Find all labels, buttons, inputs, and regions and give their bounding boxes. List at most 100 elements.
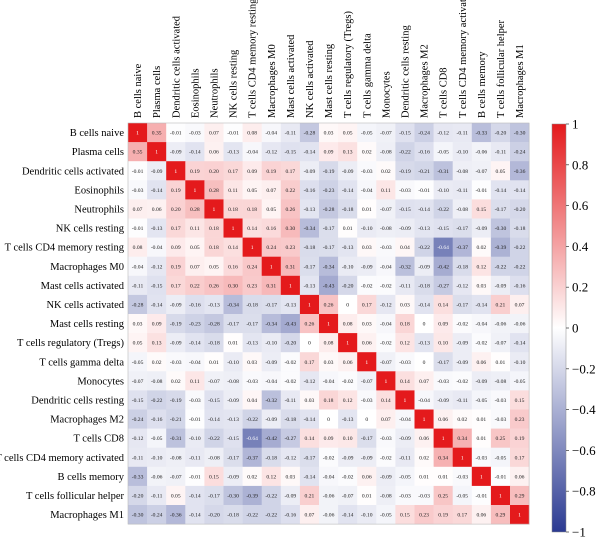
heatmap-cell — [510, 505, 530, 525]
cell-value-label: 0.01 — [419, 474, 429, 480]
cell-value-label: 0.17 — [171, 226, 181, 232]
heatmap-cell — [471, 180, 492, 200]
heatmap-cell — [357, 409, 377, 429]
heatmap-cell — [510, 256, 530, 277]
heatmap-cell — [261, 218, 282, 238]
cell-value-label: 0.06 — [438, 417, 448, 423]
heatmap-cell — [147, 447, 167, 468]
cell-value-label: -0.03 — [170, 360, 182, 366]
cell-value-label: -0.10 — [227, 360, 239, 366]
column-label: Monocytes — [381, 71, 392, 118]
heatmap-cell — [376, 180, 396, 200]
heatmap-cell — [147, 123, 167, 143]
heatmap-cell — [147, 199, 167, 219]
cell-value-label: -0.09 — [418, 264, 430, 270]
cell-value-label: -0.09 — [304, 169, 316, 175]
heatmap-cell — [357, 371, 377, 391]
cell-value-label: -0.08 — [456, 207, 468, 213]
cell-value-label: 0.21 — [496, 302, 506, 308]
heatmap-cell — [185, 428, 205, 448]
heatmap-cell — [452, 218, 473, 238]
heatmap-cell — [510, 218, 530, 238]
cell-value-label: 0.09 — [324, 436, 334, 442]
heatmap-cell — [299, 142, 320, 162]
heatmap-cell — [147, 485, 167, 506]
row-label: T cells CD4 memory resting — [5, 243, 125, 254]
cell-value-label: -0.09 — [399, 436, 411, 442]
cell-value-label: -0.21 — [418, 169, 430, 175]
heatmap-cell — [280, 428, 301, 448]
cell-value-label: 0.14 — [247, 226, 257, 232]
cell-value-label: -0.16 — [151, 417, 163, 423]
heatmap-cell — [433, 237, 453, 257]
heatmap-cell — [510, 294, 530, 315]
heatmap-cell — [452, 466, 473, 487]
cell-value-label: -0.20 — [132, 493, 144, 499]
heatmap-cell — [147, 142, 167, 162]
heatmap-cell — [357, 390, 377, 410]
heatmap-cell — [147, 390, 167, 410]
cell-value-label: -0.14 — [189, 341, 201, 347]
heatmap-cell — [319, 294, 339, 315]
heatmap-cell — [490, 180, 511, 200]
cell-value-label: -0.02 — [361, 283, 373, 289]
heatmap-cell — [166, 390, 186, 410]
cell-value-label: 0.03 — [133, 322, 143, 328]
cell-value-label: -0.16 — [418, 150, 430, 156]
cell-value-label: -0.28 — [208, 322, 220, 328]
cell-value-label: 0.26 — [324, 302, 334, 308]
colorbar-tick-label: 0.4 — [572, 239, 589, 254]
cell-value-label: 0.14 — [305, 436, 315, 442]
heatmap-cell — [185, 199, 205, 219]
cell-value-label: 0.06 — [362, 341, 372, 347]
heatmap-cell — [471, 218, 492, 238]
cell-value-label: -0.10 — [189, 436, 201, 442]
cell-value-label: -0.27 — [437, 283, 449, 289]
cell-value-label: 0.02 — [457, 417, 467, 423]
heatmap-cell — [490, 352, 511, 372]
heatmap-cell — [299, 466, 320, 487]
heatmap-cell — [185, 333, 205, 353]
heatmap-cell — [510, 333, 530, 353]
cell-value-label: 0.03 — [324, 131, 334, 137]
cell-value-label: 0.01 — [343, 226, 353, 232]
cell-value-label: -0.18 — [418, 283, 430, 289]
cell-value-label: 1 — [480, 474, 483, 480]
cell-value-label: -0.06 — [495, 322, 507, 328]
heatmap-cell — [223, 142, 243, 162]
heatmap-cell — [185, 409, 205, 429]
heatmap-cell — [376, 371, 396, 391]
cell-value-label: 0.26 — [305, 322, 315, 328]
colorbar-gradient — [551, 123, 567, 533]
cell-value-label: -0.17 — [323, 226, 335, 232]
cell-value-label: 0.24 — [266, 245, 276, 251]
cell-value-label: 0.02 — [171, 379, 181, 385]
cell-value-label: -0.11 — [457, 398, 469, 404]
cell-value-label: -0.11 — [151, 493, 163, 499]
cell-value-label: 0.02 — [476, 245, 486, 251]
cell-value-label: 0.14 — [228, 245, 238, 251]
cell-value-label: 0.05 — [133, 341, 143, 347]
heatmap-cell — [414, 505, 434, 525]
heatmap-cell — [357, 466, 377, 487]
cell-value-label: -0.36 — [170, 513, 182, 519]
heatmap-cell — [166, 371, 186, 391]
cell-value-label: 0.19 — [190, 169, 200, 175]
cell-value-label: -0.11 — [457, 188, 469, 194]
heatmap-cell — [490, 294, 511, 315]
heatmap-cell — [452, 333, 473, 353]
heatmap-cell — [147, 428, 167, 448]
heatmap-cell — [242, 161, 262, 181]
heatmap-cell — [338, 466, 358, 487]
column-label: NK cells resting — [229, 49, 240, 118]
cell-value-label: -0.01 — [495, 474, 507, 480]
heatmap-cell — [147, 237, 167, 257]
heatmap-cell — [395, 237, 415, 257]
column-label: Mast cells activated — [286, 34, 297, 118]
cell-value-label: -0.31 — [437, 169, 449, 175]
cell-value-label: 0.31 — [266, 283, 276, 289]
row-label: Plasma cells — [72, 147, 124, 158]
cell-value-label: -0.22 — [399, 150, 411, 156]
heatmap-cell — [395, 294, 415, 315]
heatmap-cell — [128, 371, 148, 391]
